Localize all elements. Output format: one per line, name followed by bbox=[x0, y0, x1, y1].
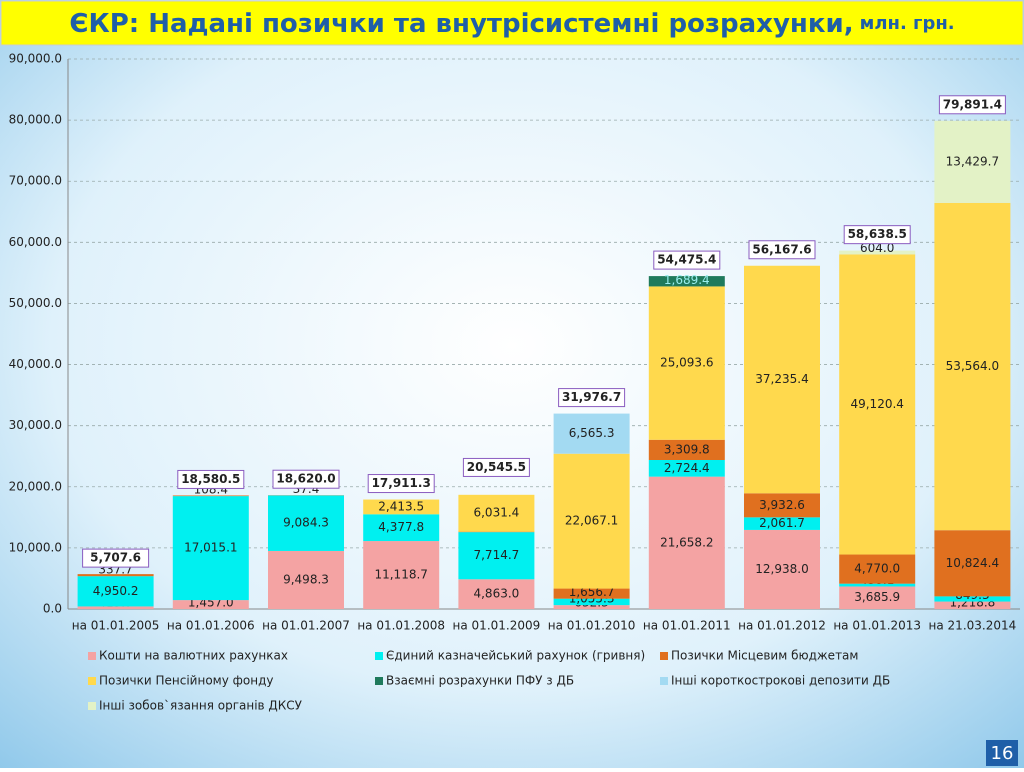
legend-label: Кошти на валютних рахунках bbox=[99, 649, 288, 663]
legend-swatch bbox=[660, 677, 668, 685]
x-tick-label: на 01.01.2013 bbox=[833, 619, 921, 633]
data-label: 17,015.1 bbox=[184, 541, 237, 555]
data-label: 7,714.7 bbox=[473, 548, 519, 562]
y-tick-label: 90,000.0 bbox=[9, 52, 62, 66]
legend-label: Єдиний казначейський рахунок (гривня) bbox=[386, 649, 645, 663]
total-label: 56,167.6 bbox=[752, 242, 811, 256]
legend-label: Позички Пенсійному фонду bbox=[99, 674, 273, 688]
x-tick-label: на 01.01.2008 bbox=[357, 619, 445, 633]
y-tick-label: 50,000.0 bbox=[9, 296, 62, 310]
y-tick-label: 0.0 bbox=[43, 602, 62, 616]
title-main: ЄКР: Надані позички та внутрісистемні ро… bbox=[69, 9, 853, 39]
total-label: 79,891.4 bbox=[943, 97, 1002, 111]
legend-swatch bbox=[88, 702, 96, 710]
x-tick-label: на 21.03.2014 bbox=[929, 619, 1017, 633]
x-tick-label: на 01.01.2005 bbox=[72, 619, 160, 633]
legend-swatch bbox=[375, 677, 383, 685]
data-label: 2,724.4 bbox=[664, 461, 710, 475]
total-label: 18,620.0 bbox=[276, 472, 335, 486]
data-label: 49,120.4 bbox=[850, 397, 903, 411]
data-label: 6,031.4 bbox=[473, 506, 519, 520]
data-label: 3,932.6 bbox=[759, 498, 805, 512]
title-unit: млн. грн. bbox=[860, 13, 955, 34]
legend-swatch bbox=[375, 652, 383, 660]
data-label: 22,067.1 bbox=[565, 514, 618, 528]
data-label: 2,061.7 bbox=[759, 516, 805, 530]
data-label: 4,377.8 bbox=[378, 520, 424, 534]
legend-swatch bbox=[88, 652, 96, 660]
data-label: 9,498.3 bbox=[283, 572, 329, 586]
data-label: 4,863.0 bbox=[473, 587, 519, 601]
total-label: 31,976.7 bbox=[562, 390, 621, 404]
y-tick-label: 60,000.0 bbox=[9, 235, 62, 249]
data-label: 25,093.6 bbox=[660, 356, 713, 370]
legend-label: Взаємні розрахунки ПФУ з ДБ bbox=[386, 674, 574, 688]
x-tick-label: на 01.01.2007 bbox=[262, 619, 350, 633]
data-label: 11,118.7 bbox=[374, 568, 427, 582]
data-label: 12,938.0 bbox=[755, 562, 808, 576]
total-label: 18,580.5 bbox=[181, 472, 240, 486]
total-label: 54,475.4 bbox=[657, 253, 716, 267]
x-tick-label: на 01.01.2006 bbox=[167, 619, 255, 633]
y-tick-label: 10,000.0 bbox=[9, 540, 62, 554]
total-label: 20,545.5 bbox=[467, 460, 526, 474]
y-tick-label: 80,000.0 bbox=[9, 113, 62, 127]
data-label: 3,309.8 bbox=[664, 442, 710, 456]
x-tick-label: на 01.01.2010 bbox=[548, 619, 636, 633]
data-label: 53,564.0 bbox=[946, 359, 999, 373]
y-tick-label: 30,000.0 bbox=[9, 418, 62, 432]
data-label: 6,565.3 bbox=[569, 426, 615, 440]
data-label: 3,685.9 bbox=[854, 590, 900, 604]
total-label: 17,911.3 bbox=[372, 476, 431, 490]
data-label: 13,429.7 bbox=[946, 154, 999, 168]
x-tick-label: на 01.01.2012 bbox=[738, 619, 826, 633]
data-label: 10,824.4 bbox=[946, 556, 999, 570]
data-label: 21,658.2 bbox=[660, 535, 713, 549]
data-label: 9,084.3 bbox=[283, 516, 329, 530]
data-label: 2,413.5 bbox=[378, 499, 424, 513]
y-tick-label: 70,000.0 bbox=[9, 174, 62, 188]
data-label: 4,770.0 bbox=[854, 562, 900, 576]
legend-label: Інші зобов`язання органів ДКСУ bbox=[99, 699, 303, 713]
chart-title: ЄКР: Надані позички та внутрісистемні ро… bbox=[69, 9, 954, 39]
data-label: 1,689.4 bbox=[664, 273, 710, 287]
data-label: 4,950.2 bbox=[93, 584, 139, 598]
y-tick-label: 20,000.0 bbox=[9, 479, 62, 493]
y-tick-label: 40,000.0 bbox=[9, 357, 62, 371]
data-label: 37,235.4 bbox=[755, 372, 808, 386]
total-label: 58,638.5 bbox=[848, 227, 907, 241]
slide-number: 16 bbox=[991, 743, 1014, 764]
legend-swatch bbox=[88, 677, 96, 685]
x-tick-label: на 01.01.2011 bbox=[643, 619, 731, 633]
legend-swatch bbox=[660, 652, 668, 660]
legend-label: Інші короткострокові депозити ДБ bbox=[671, 674, 890, 688]
x-tick-label: на 01.01.2009 bbox=[453, 619, 541, 633]
legend-label: Позички Місцевим бюджетам bbox=[671, 649, 858, 663]
total-label: 5,707.6 bbox=[90, 551, 141, 565]
